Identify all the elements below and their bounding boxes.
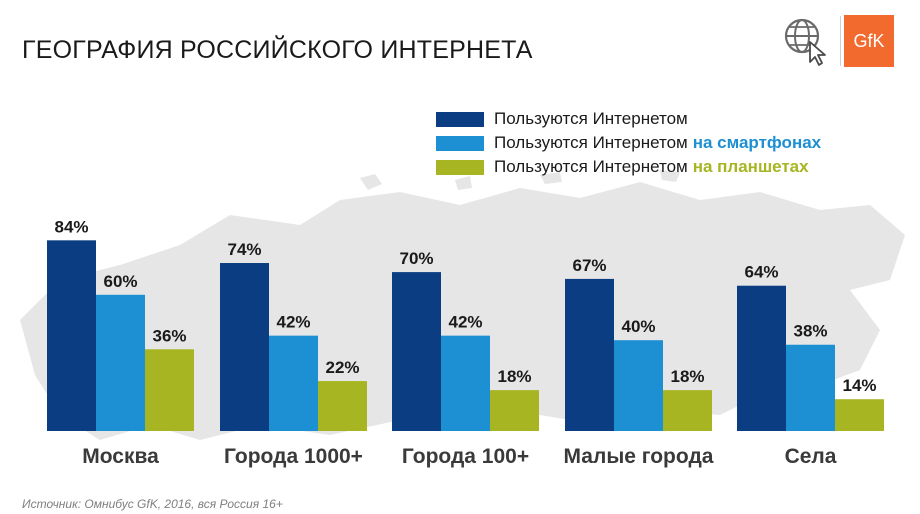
legend-highlight-tablet: на планшетах <box>692 157 809 176</box>
legend-highlight-smartphone: на смартфонах <box>692 133 822 152</box>
legend-item-tablet: Пользуются Интернетом на планшетах <box>436 155 821 179</box>
logo-area: GfK <box>772 10 912 70</box>
logo-divider <box>840 16 841 66</box>
data-label: 84% <box>54 217 88 236</box>
bar-internet <box>47 240 96 431</box>
legend-swatch-internet <box>436 111 484 127</box>
legend-swatch-smartphone <box>436 135 484 151</box>
page-title: ГЕОГРАФИЯ РОССИЙСКОГО ИНТЕРНЕТА <box>22 36 533 64</box>
legend-item-smartphone: Пользуются Интернетом на смартфонах <box>436 131 821 155</box>
bar-smartphone <box>441 335 490 431</box>
legend-label: Пользуются Интернетом <box>494 157 688 176</box>
data-label: 67% <box>572 256 606 275</box>
bar-tablet <box>490 390 539 431</box>
legend-label: Пользуются Интернетом <box>494 133 688 152</box>
legend-item-internet: Пользуются Интернетом <box>436 107 821 131</box>
bar-tablet <box>318 381 367 431</box>
source-note: Источник: Омнибус GfK, 2016, вся Россия … <box>22 497 283 511</box>
bar-tablet <box>835 399 884 431</box>
chart-legend: Пользуются Интернетом Пользуются Интерне… <box>436 107 821 179</box>
bar-smartphone <box>614 340 663 431</box>
legend-label: Пользуются Интернетом <box>494 109 688 128</box>
data-label: 14% <box>842 376 876 395</box>
data-label: 38% <box>793 322 827 341</box>
data-label: 18% <box>497 367 531 386</box>
data-label: 70% <box>399 249 433 268</box>
data-label: 42% <box>276 313 310 332</box>
data-label: 42% <box>448 313 482 332</box>
bar-internet <box>392 272 441 431</box>
data-label: 60% <box>103 272 137 291</box>
gfk-logo: GfK <box>844 15 894 67</box>
bar-internet <box>565 278 614 431</box>
category-label: Города 1000+ <box>224 445 363 468</box>
category-label: Малые города <box>564 445 714 468</box>
bar-tablet <box>663 390 712 431</box>
data-label: 36% <box>152 326 186 345</box>
legend-swatch-tablet <box>436 159 484 175</box>
category-label: Города 100+ <box>402 445 529 468</box>
data-label: 22% <box>325 358 359 377</box>
data-label: 64% <box>744 263 778 282</box>
bar-smartphone <box>786 344 835 431</box>
data-label: 18% <box>670 367 704 386</box>
bar-smartphone <box>96 294 145 431</box>
bar-smartphone <box>269 335 318 431</box>
category-label: Москва <box>82 445 159 468</box>
data-label: 40% <box>621 317 655 336</box>
bar-internet <box>737 285 786 431</box>
category-label: Села <box>785 445 837 468</box>
bar-internet <box>220 263 269 431</box>
data-label: 74% <box>227 240 261 259</box>
globe-cursor-icon <box>784 18 826 66</box>
bar-tablet <box>145 349 194 431</box>
